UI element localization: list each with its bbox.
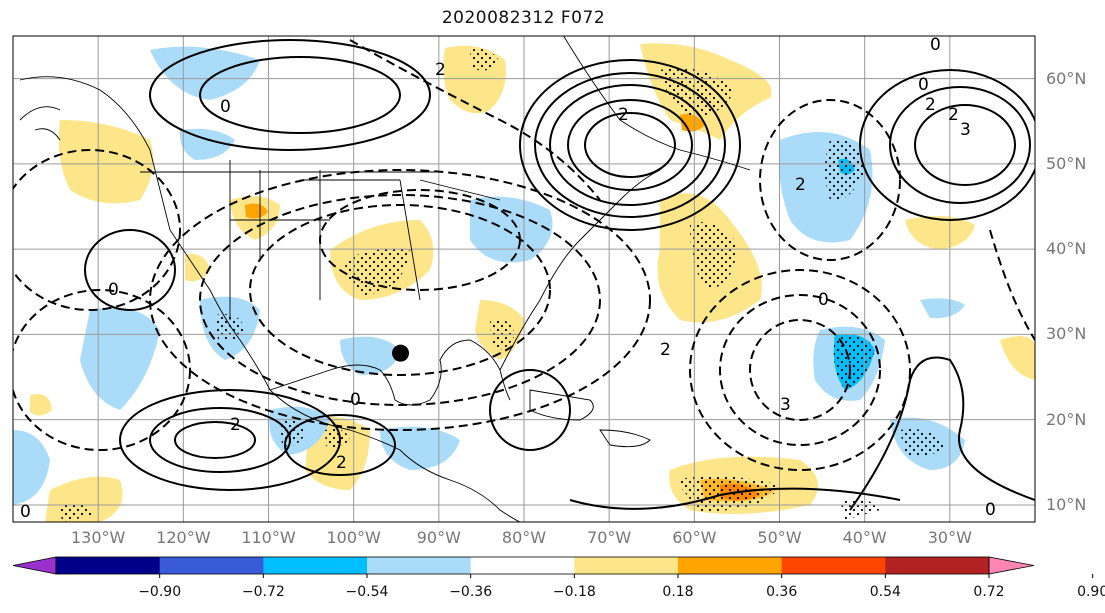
contour-label: 0 bbox=[985, 500, 996, 520]
latitude-tick-label: 20°N bbox=[1046, 409, 1087, 429]
contour-label: 0 bbox=[108, 280, 119, 300]
map-title: 2020082312 F072 bbox=[441, 8, 606, 28]
longitude-tick-label: 130°W bbox=[70, 528, 126, 547]
latitude-tick-label: 60°N bbox=[1046, 68, 1087, 88]
colorbar-tick-label: 0.72 bbox=[973, 584, 1005, 600]
longitude-tick-label: 40°W bbox=[842, 528, 887, 547]
contour-labels: 2 2 0 3 2 0 2 2 0 0 2 3 0 0 0 2 0 2 bbox=[20, 35, 996, 522]
contour-label: 2 bbox=[230, 415, 241, 435]
storm-position-marker bbox=[392, 344, 410, 362]
contour-label: 0 bbox=[220, 97, 231, 117]
lat-lon-grid bbox=[13, 36, 1035, 522]
contour-lines-dashed bbox=[13, 39, 1035, 471]
colorbar-tick-label: 0.90 bbox=[1077, 584, 1105, 600]
contour-label: 3 bbox=[780, 395, 791, 415]
longitude-tick-label: 80°W bbox=[501, 528, 547, 547]
longitude-tick-label: 30°W bbox=[927, 528, 972, 547]
colorbar-tick-label: −0.90 bbox=[138, 584, 182, 600]
contour-label: 2 bbox=[435, 60, 446, 80]
contour-label: 2 bbox=[948, 105, 959, 125]
contour-label: 3 bbox=[960, 120, 971, 140]
longitude-tick-label: 100°W bbox=[326, 528, 381, 547]
longitude-tick-label: 70°W bbox=[587, 528, 632, 547]
latitude-tick-label: 30°N bbox=[1046, 324, 1087, 344]
colorbar-tick-label: −0.18 bbox=[552, 584, 596, 600]
latitude-tick-label: 40°N bbox=[1046, 239, 1087, 259]
contour-label: 2 bbox=[925, 95, 936, 115]
contour-label: 0 bbox=[930, 35, 941, 55]
contour-label: 0 bbox=[918, 75, 929, 95]
latitude-tick-label: 10°N bbox=[1046, 494, 1087, 514]
colorbar-tick-label: 0.18 bbox=[662, 584, 694, 600]
contour-label: 2 bbox=[618, 105, 629, 125]
longitude-tick-label: 90°W bbox=[416, 528, 461, 547]
colorbar-tick-label: 0.54 bbox=[869, 584, 901, 600]
contour-label: 2 bbox=[660, 340, 671, 360]
contour-label: 0 bbox=[350, 390, 361, 410]
longitude-tick-label: 60°W bbox=[672, 528, 717, 547]
contour-lines bbox=[84, 39, 1035, 511]
colorbar-tick-label: −0.54 bbox=[345, 584, 389, 600]
contour-label: 0 bbox=[20, 502, 31, 522]
colorbar-tick-label: −0.36 bbox=[449, 584, 493, 600]
contour-label: 0 bbox=[818, 290, 829, 310]
latitude-tick-label: 50°N bbox=[1046, 153, 1087, 173]
longitude-tick-label: 110°W bbox=[241, 528, 296, 547]
longitude-tick-label: 120°W bbox=[156, 528, 211, 547]
colorbar-tick-label: 0.36 bbox=[766, 584, 798, 600]
contour-label: 2 bbox=[795, 175, 806, 195]
longitude-tick-label: 50°W bbox=[757, 528, 802, 547]
contour-label: 2 bbox=[336, 453, 347, 473]
colorbar-tick-label: −0.72 bbox=[241, 584, 285, 600]
